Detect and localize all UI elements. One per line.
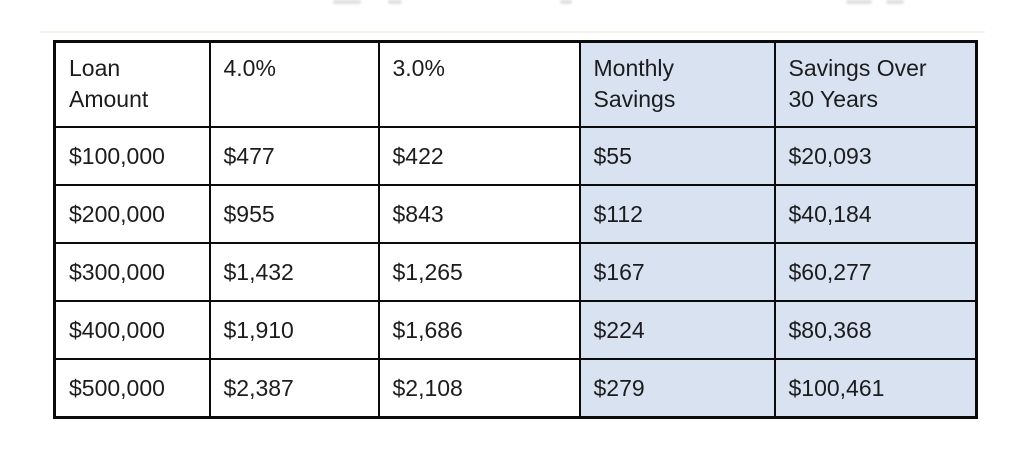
cropped-text-remnant xyxy=(333,0,361,4)
table-cell: $955 xyxy=(208,184,380,244)
table-cell: $167 xyxy=(578,242,776,302)
table-cell: $200,000 xyxy=(53,184,211,244)
table-cell: $100,000 xyxy=(53,126,211,186)
cropped-text-remnant xyxy=(886,0,904,4)
cropped-text-remnant xyxy=(560,0,572,4)
header-row: Loan Amount 4.0% 3.0% Monthly Savings Sa… xyxy=(53,40,978,128)
table-cell: $400,000 xyxy=(53,300,211,360)
table-cell: $477 xyxy=(208,126,380,186)
table-cell: $60,277 xyxy=(773,242,978,302)
cropped-rule-line xyxy=(40,31,985,33)
header-cell-savings-30-years: Savings Over 30 Years xyxy=(773,40,978,128)
table-cell: $2,387 xyxy=(208,358,380,419)
table-cell: $422 xyxy=(377,126,581,186)
table-cell: $55 xyxy=(578,126,776,186)
table-cell: $1,265 xyxy=(377,242,581,302)
header-cell-rate-3-percent: 3.0% xyxy=(377,40,581,128)
table-row: $100,000 $477 $422 $55 $20,093 xyxy=(53,126,978,186)
refinance-savings-table: Loan Amount 4.0% 3.0% Monthly Savings Sa… xyxy=(53,40,978,419)
table-cell: $20,093 xyxy=(773,126,978,186)
cropped-text-remnant xyxy=(388,0,402,4)
table-cell: $1,432 xyxy=(208,242,380,302)
table-row: $500,000 $2,387 $2,108 $279 $100,461 xyxy=(53,358,978,419)
table-cell: $500,000 xyxy=(53,358,211,419)
header-cell-monthly-savings: Monthly Savings xyxy=(578,40,776,128)
table-row: $400,000 $1,910 $1,686 $224 $80,368 xyxy=(53,300,978,360)
cropped-text-remnant xyxy=(846,0,872,4)
header-cell-rate-4-percent: 4.0% xyxy=(208,40,380,128)
table-cell: $2,108 xyxy=(377,358,581,419)
table-cell: $843 xyxy=(377,184,581,244)
header-cell-loan-amount: Loan Amount xyxy=(53,40,211,128)
table-cell: $80,368 xyxy=(773,300,978,360)
table-cell: $112 xyxy=(578,184,776,244)
table-cell: $40,184 xyxy=(773,184,978,244)
table-cell: $300,000 xyxy=(53,242,211,302)
table-cell: $1,686 xyxy=(377,300,581,360)
table-row: $300,000 $1,432 $1,265 $167 $60,277 xyxy=(53,242,978,302)
table-cell: $1,910 xyxy=(208,300,380,360)
table-cell: $100,461 xyxy=(773,358,978,419)
table-row: $200,000 $955 $843 $112 $40,184 xyxy=(53,184,978,244)
table-cell: $224 xyxy=(578,300,776,360)
table-cell: $279 xyxy=(578,358,776,419)
